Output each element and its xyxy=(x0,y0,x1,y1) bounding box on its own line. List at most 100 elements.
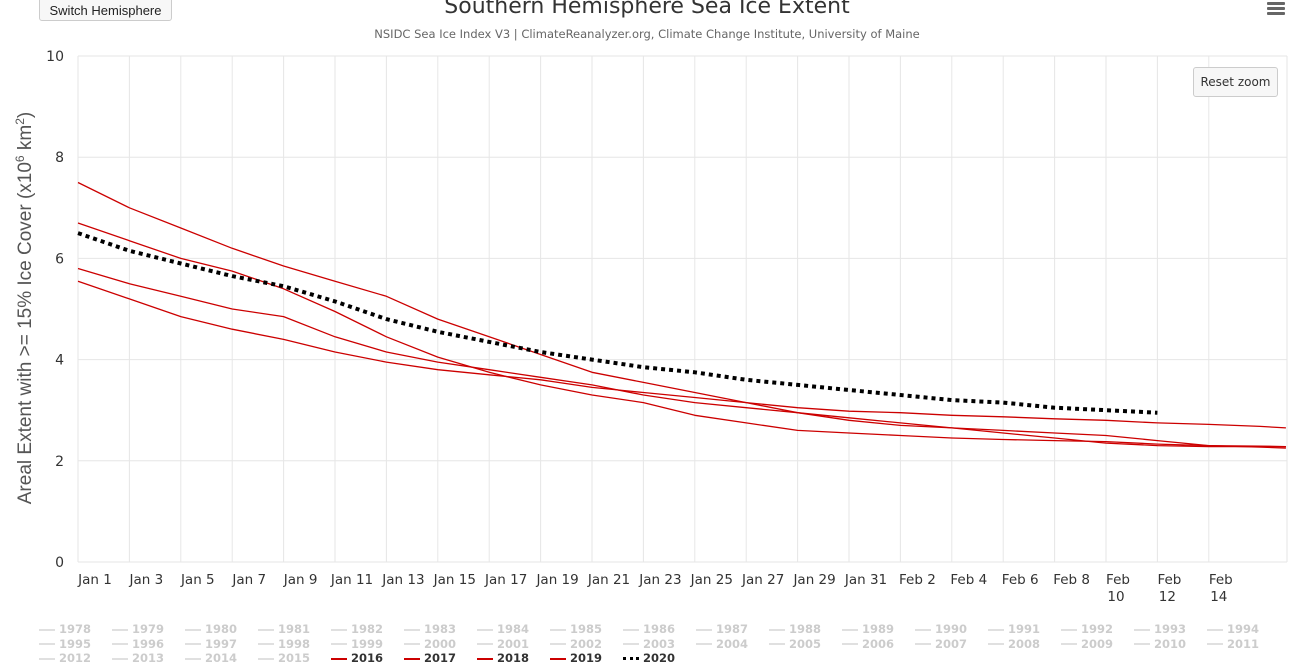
legend-label: 2016 xyxy=(351,651,384,665)
x-tick-label: Jan 19 xyxy=(535,572,578,588)
legend-symbol xyxy=(404,643,420,645)
legend-item-1991[interactable]: 1991 xyxy=(988,622,1040,636)
legend-label: 1989 xyxy=(862,622,895,636)
legend-item-1985[interactable]: 1985 xyxy=(550,622,602,636)
legend-item-2004[interactable]: 2004 xyxy=(696,637,748,651)
legend-item-2012[interactable]: 2012 xyxy=(39,651,91,665)
hamburger-menu-icon[interactable] xyxy=(1267,2,1285,16)
legend-item-1981[interactable]: 1981 xyxy=(258,622,310,636)
legend-label: 2009 xyxy=(1081,636,1114,651)
legend-item-2001[interactable]: 2001 xyxy=(477,637,529,651)
x-tick-label: Jan 31 xyxy=(844,572,887,588)
x-tick-label: Feb 2 xyxy=(899,572,936,588)
legend-item-2005[interactable]: 2005 xyxy=(769,637,821,651)
legend-label: 2019 xyxy=(570,651,603,665)
legend-item-1993[interactable]: 1993 xyxy=(1134,622,1186,636)
legend-symbol xyxy=(112,657,128,660)
legend-item-1990[interactable]: 1990 xyxy=(915,622,967,636)
series-line-2019 xyxy=(77,280,1286,429)
legend-symbol xyxy=(696,628,712,631)
legend-item-2003[interactable]: 2003 xyxy=(623,637,675,651)
legend-label: 1991 xyxy=(1008,622,1041,636)
legend-symbol xyxy=(988,628,1004,631)
legend-item-1989[interactable]: 1989 xyxy=(842,622,894,636)
legend-item-2017[interactable]: 2017 xyxy=(404,651,456,665)
legend-item-2015[interactable]: 2015 xyxy=(258,651,310,665)
legend-item-1998[interactable]: 1998 xyxy=(258,637,310,651)
legend-symbol xyxy=(842,628,858,631)
legend-item-1980[interactable]: 1980 xyxy=(185,622,237,636)
legend-label: 1993 xyxy=(1154,622,1187,636)
legend-item-2019[interactable]: 2019 xyxy=(550,651,602,665)
legend-label: 1990 xyxy=(935,622,968,636)
y-axis-label: Areal Extent with >= 15% Ice Cover (x106… xyxy=(12,111,37,505)
legend-item-1999[interactable]: 1999 xyxy=(331,637,383,651)
legend-item-2013[interactable]: 2013 xyxy=(112,651,164,665)
legend-item-2000[interactable]: 2000 xyxy=(404,637,456,651)
legend-label: 1980 xyxy=(205,622,238,636)
y-tick-label: 0 xyxy=(55,555,64,571)
legend-item-1986[interactable]: 1986 xyxy=(623,622,675,636)
legend-item-2014[interactable]: 2014 xyxy=(185,651,237,665)
legend-item-1979[interactable]: 1979 xyxy=(112,622,164,636)
legend-label: 1978 xyxy=(59,622,92,636)
x-tick-label: Feb 8 xyxy=(1053,572,1090,588)
legend-item-1992[interactable]: 1992 xyxy=(1061,622,1113,636)
legend-item-2010[interactable]: 2010 xyxy=(1134,637,1186,651)
legend-label: 2008 xyxy=(1008,636,1041,651)
legend-symbol xyxy=(39,628,55,631)
legend-item-2006[interactable]: 2006 xyxy=(842,637,894,651)
y-tick-label: 8 xyxy=(55,150,64,166)
legend-symbol xyxy=(39,657,55,660)
legend-item-1983[interactable]: 1983 xyxy=(404,622,456,636)
legend-symbol xyxy=(1134,628,1150,631)
x-tick-label: Jan 5 xyxy=(180,572,215,588)
legend-item-2009[interactable]: 2009 xyxy=(1061,637,1113,651)
legend-item-2008[interactable]: 2008 xyxy=(988,637,1040,651)
legend-symbol xyxy=(112,628,128,631)
legend-label: 2013 xyxy=(132,651,165,665)
legend-item-2007[interactable]: 2007 xyxy=(915,637,967,651)
y-tick-label: 2 xyxy=(55,454,64,470)
legend-item-1997[interactable]: 1997 xyxy=(185,637,237,651)
legend-symbol xyxy=(477,643,493,645)
legend-item-2016[interactable]: 2016 xyxy=(331,651,383,665)
legend-item-2002[interactable]: 2002 xyxy=(550,637,602,651)
legend-item-1994[interactable]: 1994 xyxy=(1207,622,1259,636)
legend-item-2018[interactable]: 2018 xyxy=(477,651,529,665)
legend-symbol xyxy=(112,643,128,645)
legend-symbol xyxy=(550,628,566,631)
legend-label: 1988 xyxy=(789,622,822,636)
legend-item-1988[interactable]: 1988 xyxy=(769,622,821,636)
reset-zoom-button[interactable]: Reset zoom xyxy=(1193,67,1278,97)
legend-symbol xyxy=(185,657,201,660)
legend-item-1982[interactable]: 1982 xyxy=(331,622,383,636)
switch-hemisphere-button[interactable]: Switch Hemisphere xyxy=(39,0,172,21)
x-tick-label: Jan 13 xyxy=(381,572,424,588)
x-tick-label: Jan 23 xyxy=(638,572,681,588)
legend-symbol xyxy=(331,643,347,645)
legend-label: 1994 xyxy=(1227,622,1260,636)
legend-item-1996[interactable]: 1996 xyxy=(112,637,164,651)
legend-label: 2014 xyxy=(205,651,238,665)
legend-label: 2007 xyxy=(935,636,968,651)
legend-item-1995[interactable]: 1995 xyxy=(39,637,91,651)
legend-symbol xyxy=(1207,628,1223,631)
legend-item-1984[interactable]: 1984 xyxy=(477,622,529,636)
legend-item-2011[interactable]: 2011 xyxy=(1207,637,1259,651)
legend-symbol xyxy=(477,657,493,660)
legend-symbol xyxy=(404,628,420,631)
legend-label: 2000 xyxy=(424,636,457,651)
legend-symbol xyxy=(842,643,858,645)
legend-symbol xyxy=(1134,643,1150,645)
x-tick-label: Jan 25 xyxy=(690,572,733,588)
legend-symbol xyxy=(331,628,347,631)
x-tick-label: Jan 7 xyxy=(231,572,266,588)
legend-item-1978[interactable]: 1978 xyxy=(39,622,91,636)
legend-item-2020[interactable]: 2020 xyxy=(623,651,675,665)
series-line-2018 xyxy=(77,267,1286,448)
x-tick-label: Feb 14 xyxy=(1209,572,1233,605)
legend-item-1987[interactable]: 1987 xyxy=(696,622,748,636)
x-tick-label: Feb 6 xyxy=(1002,572,1039,588)
